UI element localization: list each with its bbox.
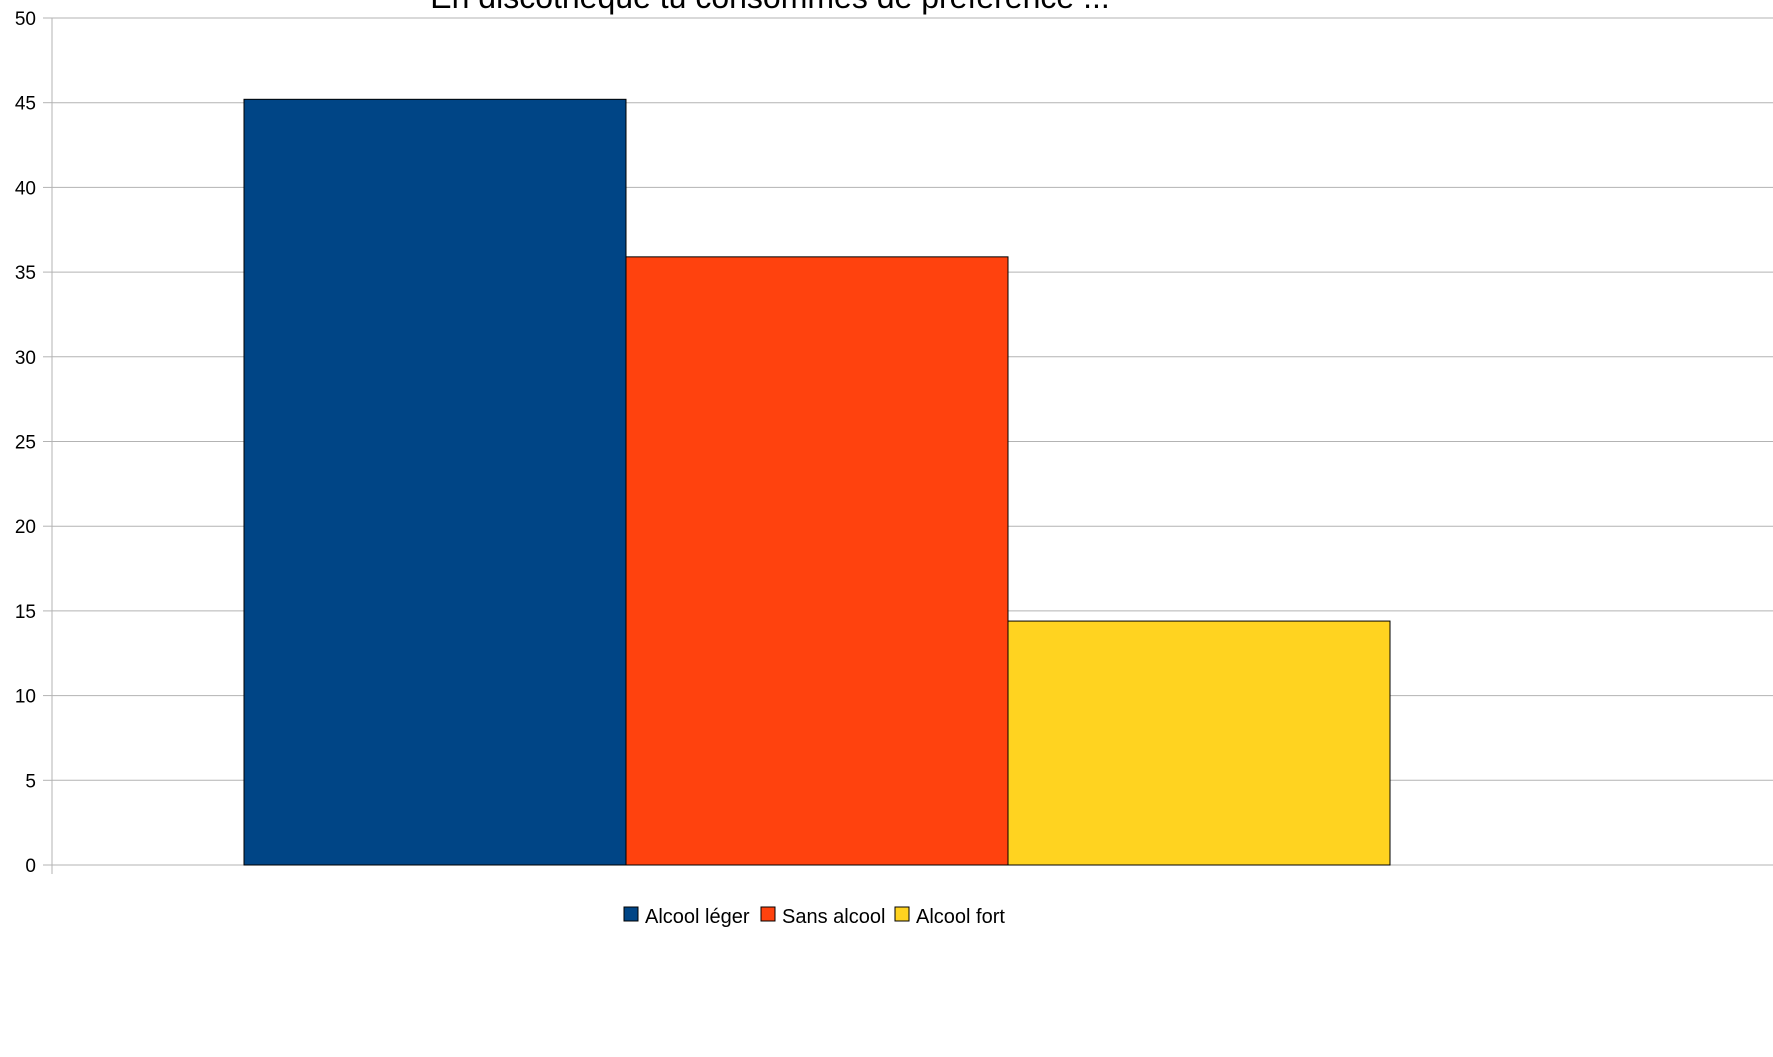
y-tick-label: 35 bbox=[15, 263, 36, 284]
legend-label: Alcool fort bbox=[916, 906, 1005, 928]
y-tick-label: 30 bbox=[15, 348, 36, 369]
legend-label: Alcool léger bbox=[645, 906, 750, 928]
y-tick-label: 20 bbox=[15, 517, 36, 538]
bar-sans-alcool bbox=[625, 256, 1009, 866]
y-tick-label: 45 bbox=[15, 94, 36, 115]
y-tick-label: 40 bbox=[15, 178, 36, 199]
y-tick-label: 15 bbox=[15, 602, 36, 623]
legend-label: Sans alcool bbox=[782, 906, 885, 928]
y-tick-labels: 0 5 10 15 20 25 30 35 40 45 50 bbox=[15, 9, 36, 877]
bars bbox=[243, 98, 1391, 866]
bar-alcool-fort bbox=[1007, 620, 1391, 866]
y-tick-label: 25 bbox=[15, 433, 36, 454]
y-tick-label: 10 bbox=[15, 687, 36, 708]
legend: Alcool léger Sans alcool Alcool fort bbox=[623, 906, 1005, 928]
bar-alcool-l-ger bbox=[243, 98, 627, 866]
legend-swatch bbox=[894, 906, 910, 922]
chart-title: En discothèque tu consommes de préférenc… bbox=[430, 0, 1110, 15]
y-tick-label: 5 bbox=[25, 771, 36, 792]
legend-swatch bbox=[760, 906, 776, 922]
y-tick-label: 0 bbox=[25, 856, 36, 877]
legend-swatch bbox=[623, 906, 639, 922]
y-tick-label: 50 bbox=[15, 9, 36, 30]
